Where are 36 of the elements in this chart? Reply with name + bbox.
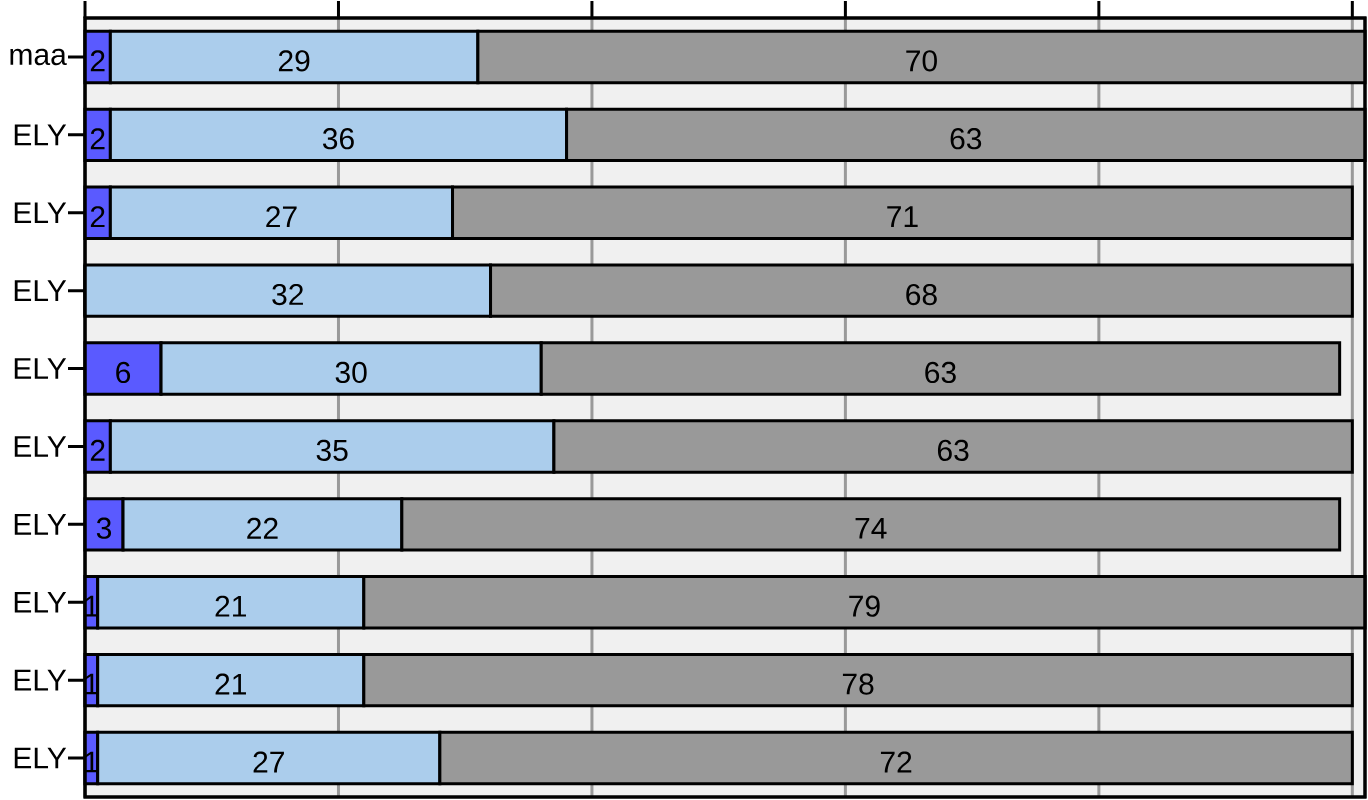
y-tick-label: maa (10, 48, 67, 66)
data-label: 27 (266, 206, 297, 228)
y-tick-label: ELY (14, 747, 67, 769)
data-label: 63 (950, 128, 982, 150)
data-label: 71 (887, 206, 918, 227)
y-tick-label: ELY (14, 669, 67, 691)
y-tick-label: ELY (14, 280, 67, 301)
y-tick-label: ELY (14, 202, 67, 224)
data-label: 72 (880, 751, 912, 773)
data-label: 2 (90, 206, 105, 228)
data-label: 74 (855, 517, 887, 539)
data-label: 2 (90, 439, 105, 461)
y-tick-label: ELY (14, 436, 67, 457)
data-label: 63 (925, 361, 956, 384)
data-label: 6 (116, 361, 131, 384)
data-label: 35 (316, 439, 348, 461)
data-label: 22 (247, 517, 278, 539)
y-tick-label: ELY (14, 358, 67, 379)
data-label: 68 (906, 283, 937, 306)
data-label: 63 (937, 439, 969, 461)
data-label: 2 (90, 128, 105, 150)
y-tick-label: ELY (14, 124, 67, 146)
data-label: 32 (272, 283, 303, 306)
data-label: 36 (322, 128, 354, 150)
data-label: 79 (849, 595, 880, 617)
data-label: 78 (842, 673, 874, 695)
data-label: 30 (335, 361, 367, 384)
data-label: 21 (215, 673, 246, 695)
data-label: 27 (253, 751, 284, 773)
y-tick-label: ELY (14, 591, 67, 613)
data-label: 70 (906, 50, 937, 72)
data-label: 21 (215, 595, 246, 617)
data-label: 3 (96, 517, 112, 539)
data-label: 2 (90, 50, 105, 72)
y-tick-label: ELY (14, 514, 67, 535)
data-label: 29 (278, 50, 310, 72)
